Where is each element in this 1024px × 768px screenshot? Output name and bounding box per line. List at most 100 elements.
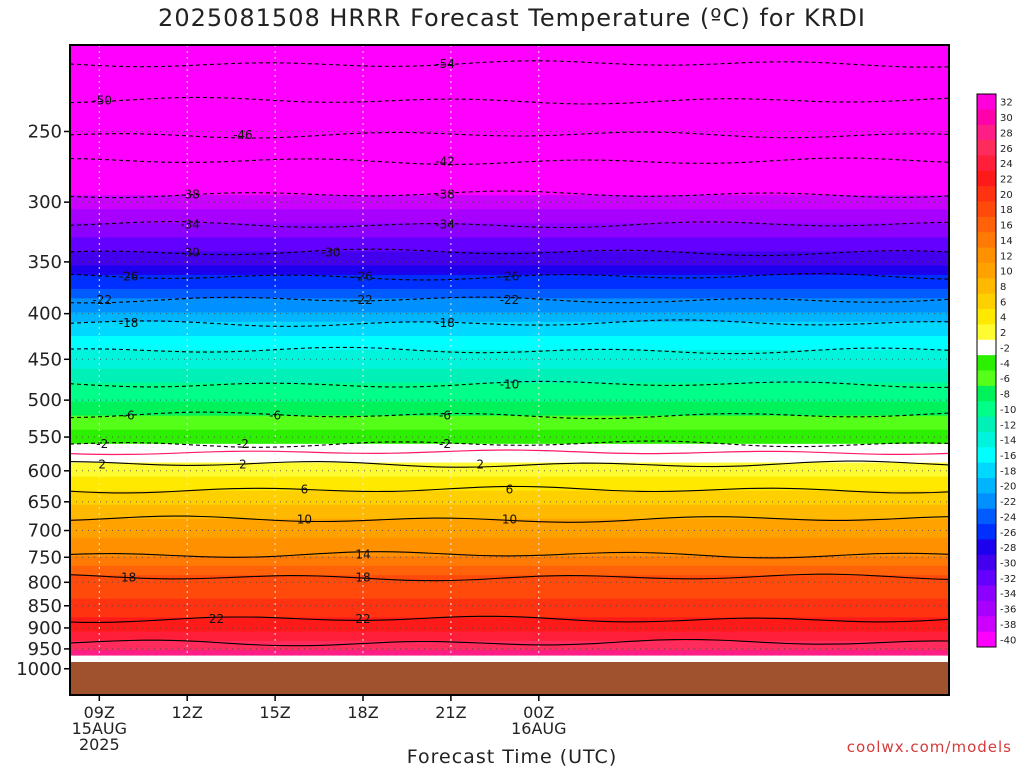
contour-label: -22 — [353, 293, 373, 307]
temperature-band — [70, 110, 949, 116]
contour-label: 2 — [98, 457, 106, 471]
temperature-band — [70, 551, 949, 558]
colorbar-swatch — [977, 247, 996, 264]
grid — [70, 45, 949, 695]
temperature-band — [70, 453, 949, 459]
temperature-band — [70, 115, 949, 121]
temperature-band — [70, 340, 949, 346]
temperature-band — [70, 481, 949, 487]
colorbar-label: 24 — [1000, 159, 1013, 170]
contour-label: 14 — [355, 548, 370, 562]
x-tick-label: 00Z — [523, 703, 554, 722]
temperature-band — [70, 500, 949, 506]
colorbar-swatch — [977, 554, 996, 571]
temperature-band — [70, 631, 949, 637]
temperature-band — [70, 495, 949, 501]
contour-label: -54 — [435, 57, 455, 71]
colorbar-swatch — [977, 570, 996, 586]
colorbar-swatch — [977, 278, 996, 295]
colorbar-swatch — [977, 493, 996, 510]
contour-label: 22 — [355, 612, 370, 626]
temperature-band — [70, 373, 949, 379]
colorbar-label: -32 — [1000, 574, 1016, 585]
temperature-band — [70, 181, 949, 187]
colorbar-label: -34 — [1000, 589, 1016, 600]
temperature-band — [70, 617, 949, 623]
temperature-band — [70, 589, 949, 595]
temperature-band — [70, 59, 949, 65]
temperature-band — [70, 152, 949, 159]
temperature-band — [70, 396, 949, 403]
colorbar-swatch — [977, 124, 996, 141]
temperature-band — [70, 542, 949, 548]
colorbar-label: 22 — [1000, 174, 1013, 185]
temperature-band — [70, 378, 949, 384]
y-tick-label: 1000 — [16, 659, 62, 680]
contour-labels: -54-50-46-42-38 -38-34 -34-30 -30-26 -26 -26-… — [92, 57, 519, 626]
colorbar-label: 20 — [1000, 190, 1013, 201]
temperature-band — [70, 476, 949, 482]
colorbar-label: -40 — [1000, 635, 1016, 646]
temperature-band — [70, 331, 949, 337]
temperature-band — [70, 579, 949, 586]
colorbar-label: -8 — [1000, 390, 1010, 401]
contour-label: -30 — [321, 245, 341, 259]
temperature-band — [70, 429, 949, 436]
temperature-band — [70, 326, 949, 332]
temperature-band — [70, 242, 949, 248]
contour-label: -22 — [92, 293, 112, 307]
colorbar-swatch — [977, 140, 996, 156]
freezing-line — [70, 449, 949, 456]
colorbar-swatch — [977, 232, 996, 249]
temperature-band — [70, 274, 949, 281]
x-tick-label: 15AUG — [72, 719, 127, 738]
temperature-band — [70, 260, 949, 267]
colorbar-label: -28 — [1000, 543, 1016, 554]
temperature-band — [70, 603, 949, 609]
temperature-band — [70, 120, 949, 126]
colorbar-label: 4 — [1000, 313, 1006, 324]
colorbar-swatch — [977, 401, 996, 417]
temperature-band — [70, 237, 949, 243]
temperature-band — [70, 335, 949, 342]
contour-label: -18 — [435, 316, 455, 330]
colorbar-label: -20 — [1000, 482, 1016, 493]
contour-label: -50 — [92, 94, 112, 108]
colorbar-swatch — [977, 416, 996, 433]
temperature-band — [70, 45, 949, 51]
colorbar-label: -38 — [1000, 620, 1016, 631]
contour-label: 10 — [297, 512, 312, 526]
temperature-band — [70, 349, 949, 356]
contour-label: -38 — [180, 187, 200, 201]
colorbar-swatch — [977, 585, 996, 602]
isotherm-line — [70, 485, 949, 494]
colorbar-swatch — [977, 324, 996, 341]
contour-label: -42 — [435, 154, 455, 168]
temperature-band — [70, 486, 949, 492]
temperature-band — [70, 176, 949, 182]
contour-label: -46 — [233, 128, 253, 142]
colorbar-swatch — [977, 201, 996, 218]
temperature-band — [70, 410, 949, 417]
colorbar-label: 2 — [1000, 328, 1006, 339]
colorbar-swatch — [977, 524, 996, 540]
credit-link[interactable]: coolwx.com/models — [846, 738, 1012, 756]
temperature-band — [70, 265, 949, 271]
colorbar-swatch — [977, 94, 996, 110]
contour-label: -26 — [119, 270, 139, 284]
ground — [70, 662, 949, 695]
contour-label: -18 — [119, 316, 139, 330]
temperature-band — [70, 345, 949, 351]
x-tick-label: 12Z — [172, 703, 203, 722]
y-tick-label: 300 — [28, 192, 62, 213]
temperature-band — [70, 162, 949, 168]
temperature-band — [70, 77, 949, 84]
temperature-band — [70, 246, 949, 253]
y-tick-label: 950 — [28, 639, 62, 660]
temperature-band — [70, 406, 949, 412]
temperature-band — [70, 91, 949, 98]
temperature-band — [70, 518, 949, 525]
temperature-band — [70, 471, 949, 478]
y-tick-label: 700 — [28, 521, 62, 542]
temperature-band — [70, 612, 949, 619]
